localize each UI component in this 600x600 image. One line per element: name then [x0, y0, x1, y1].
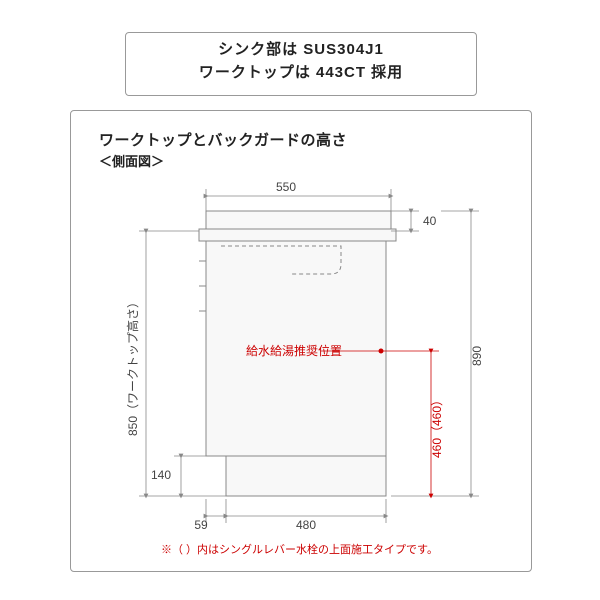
page: シンク部は SUS304J1 ワークトップは 443CT 採用 ワークトップとバ… — [0, 0, 600, 600]
diagram-card: ワークトップとバックガードの高さ ＜側面図＞ — [70, 110, 532, 572]
dim-top-width: 550 — [276, 180, 296, 194]
dim-plumbing: 460（460） — [430, 394, 444, 458]
title-line-1: シンク部は SUS304J1 — [126, 39, 476, 62]
material-title-box: シンク部は SUS304J1 ワークトップは 443CT 採用 — [125, 32, 477, 96]
callout-text: 給水給湯推奨位置 — [246, 343, 342, 358]
dim-backguard: 40 — [423, 214, 437, 228]
side-view-svg: 給水給湯推奨位置 550 40 890 460（460） — [71, 111, 531, 571]
footnote: ※（ ）内はシングルレバー水栓の上面施工タイプです。 — [161, 541, 438, 557]
dim-toe-h: 140 — [151, 468, 171, 482]
worktop-rect — [199, 229, 396, 241]
title-line-2: ワークトップは 443CT 採用 — [126, 62, 476, 85]
toe-kick — [226, 456, 386, 496]
dim-depth: 480 — [296, 518, 316, 532]
dim-worktop-h: 850（ワークトップ高さ） — [125, 296, 140, 436]
dim-toe-offset: 59 — [194, 518, 208, 532]
dim-total-h: 890 — [470, 346, 484, 366]
backguard-rect — [206, 211, 391, 231]
plumbing-point-icon — [379, 349, 384, 354]
